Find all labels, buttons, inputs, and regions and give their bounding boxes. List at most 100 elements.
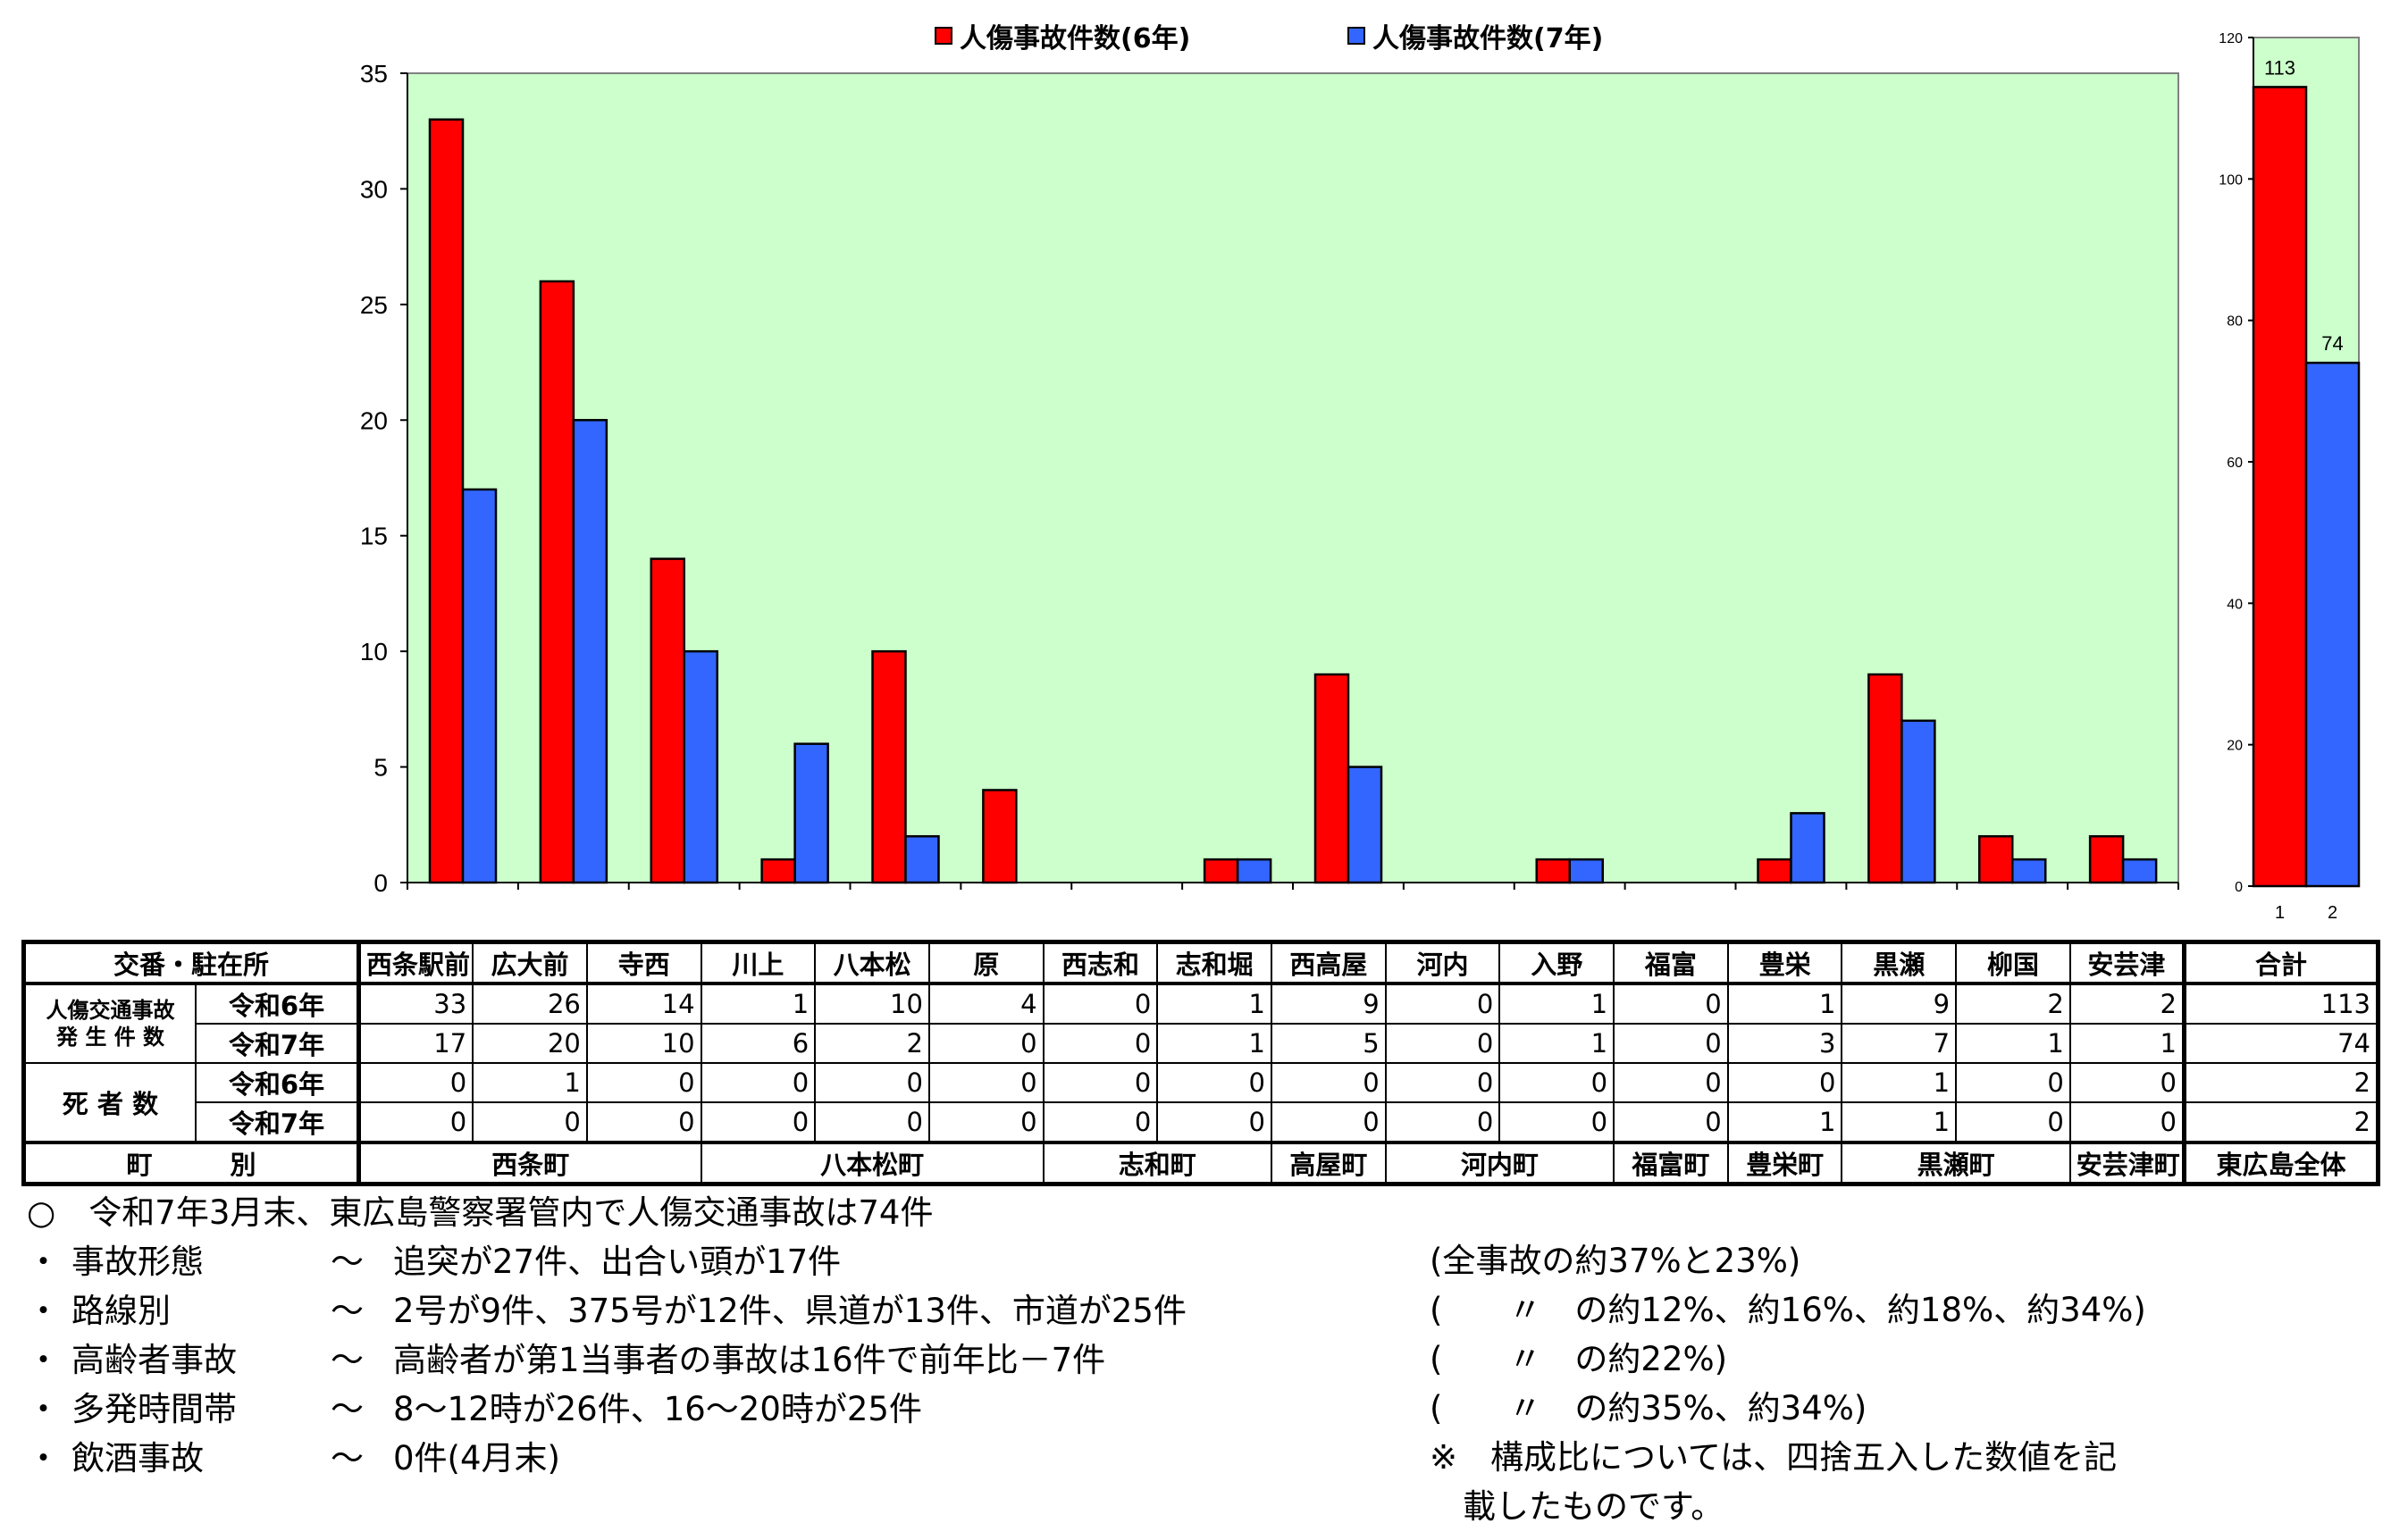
station-header: 原 [927,941,1045,985]
note-tilde: ～ [331,1390,364,1428]
note-item: ・高齢者事故 ～ 高齢者が第1当事者の事故は16件で前年比－7件 [27,1335,1187,1385]
table-cell: 9 [1270,983,1387,1025]
station-header: 川上 [700,941,817,985]
total-cell: 2 [2181,1101,2379,1143]
table-cell: 0 [927,1023,1045,1064]
y-tick-label: 120 [2219,31,2243,46]
station-header: 西志和 [1042,941,1159,985]
note-text: 高齢者が第1当事者の事故は16件で前年比－7件 [393,1341,1106,1379]
table-cell: 0 [1384,1101,1501,1143]
station-header: 西高屋 [1270,941,1387,985]
table-cell: 1 [1726,1101,1843,1143]
town-cell: 安芸津町 [2068,1141,2186,1185]
fatalities-label: 死 者 数 [22,1062,197,1143]
bar [1203,858,1239,884]
table-cell: 0 [814,1062,930,1103]
table-cell: 0 [585,1062,702,1103]
town-cell: 志和町 [1042,1141,1272,1185]
bar [982,789,1018,884]
legend-label-2025: 人傷事故件数(7年) [1372,23,1604,54]
x-tick-label: 2 [2328,903,2337,923]
table-cell: 1 [1498,983,1615,1025]
table-cell: 5 [1270,1023,1387,1064]
bar [1313,673,1350,884]
y-tick-label: 30 [360,175,388,203]
bar [1867,673,1903,884]
ratio-note-line: ( 〃 の約35%、約34%) [1430,1389,1867,1427]
bar [904,834,940,884]
note-label: 多発時間帯 [71,1390,237,1428]
note-bullet: ・ [27,1292,60,1330]
note-text: 追突が27件、出合い頭が17件 [393,1243,842,1281]
note-item: ・多発時間帯 ～ 8～12時が26件、16～20時が25件 [27,1385,1187,1434]
table-cell: 4 [927,983,1045,1025]
total-header: 合計 [2181,941,2379,985]
year-label: 令和6年 [195,983,360,1025]
table-row: 人傷交通事故 発 生 件 数 令和6年 33 26 14 1 10 4 0 1 9 0 1 0 1 9 2 2… [22,983,2379,1064]
y-tick-label: 0 [2235,880,2243,895]
bar [1535,858,1571,884]
y-tick-label: 100 [2219,172,2243,188]
table-cell: 1 [1955,1023,2071,1064]
note-bullet: ・ [27,1439,60,1477]
header-station-label: 交番・駐在所 [22,941,360,985]
table-cell: 1 [1498,1023,1615,1064]
accident-count-label-line2: 発 生 件 数 [55,1025,165,1050]
notes-headline: ○ 令和7年3月末、東広島警察署管内で人傷交通事故は74件 [27,1193,934,1232]
bar [2088,834,2125,884]
y-tick-label: 15 [360,523,388,550]
station-header: 広大前 [472,941,588,985]
bar [1790,812,1825,884]
table-cell: 0 [1384,1023,1501,1064]
bar [1757,858,1792,884]
table-cell: 0 [1042,983,1159,1025]
table-cell: 1 [700,983,817,1025]
table-cell: 0 [585,1101,702,1143]
table-cell: 1 [1841,1062,1958,1103]
table-cell: 0 [2068,1062,2186,1103]
town-row: 町 別 西条町 八本松町 志和町 高屋町 河内町 福富町 豊栄町 黒瀬町 安芸津町 東広島全体 [22,1141,2379,1185]
note-bullet: ・ [27,1341,60,1379]
table-cell: 3 [1726,1023,1843,1064]
town-cell: 西条町 [356,1141,702,1185]
table-cell: 0 [927,1101,1045,1143]
y-tick-label: 10 [360,638,388,665]
bar [1978,834,2014,884]
data-label: 74 [2321,332,2343,355]
table-cell: 0 [1613,1023,1729,1064]
note-item: ・飲酒事故 ～ 0件(4月末) [27,1434,1187,1483]
bar [1236,858,1272,884]
table-cell: 0 [1156,1062,1272,1103]
bar [2011,858,2047,884]
station-header: 柳国 [1955,941,2071,985]
table-cell: 0 [1613,1101,1729,1143]
station-header: 入野 [1498,941,1615,985]
table-cell: 2 [1955,983,2071,1025]
station-header: 八本松 [814,941,930,985]
table-cell: 0 [1955,1101,2071,1143]
ratio-note-line: ※ 構成比については、四捨五入した数値を記 [1430,1438,2118,1477]
y-tick-label: 35 [360,60,388,88]
town-cell: 高屋町 [1270,1141,1387,1185]
y-tick-label: 20 [2227,739,2243,754]
station-header: 安芸津 [2068,941,2186,985]
table-cell: 0 [700,1101,817,1143]
year-label: 令和7年 [195,1023,360,1064]
year-label: 令和7年 [195,1101,360,1143]
table-cell: 0 [1270,1101,1387,1143]
table-cell: 2 [814,1023,930,1064]
table-cell: 0 [356,1101,474,1143]
table-cell: 20 [472,1023,588,1064]
summary-notes: ○ 令和7年3月末、東広島警察署管内で人傷交通事故は74件 ・事故形態～追突が2… [27,1188,1187,1483]
note-item: ・事故形態 ～ 追突が27件、出合い頭が17件 [27,1237,1187,1286]
accident-count-label: 人傷交通事故 発 生 件 数 [22,983,197,1064]
note-bullet: ・ [27,1390,60,1428]
note-text: 2号が9件、375号が12件、県道が13件、市道が25件 [393,1292,1187,1330]
bar [683,649,718,884]
accident-count-label-line1: 人傷交通事故 [46,998,175,1023]
town-cell: 豊栄町 [1726,1141,1843,1185]
data-label: 113 [2264,56,2295,79]
bar [1900,719,1936,884]
table-cell: 0 [1384,1062,1501,1103]
